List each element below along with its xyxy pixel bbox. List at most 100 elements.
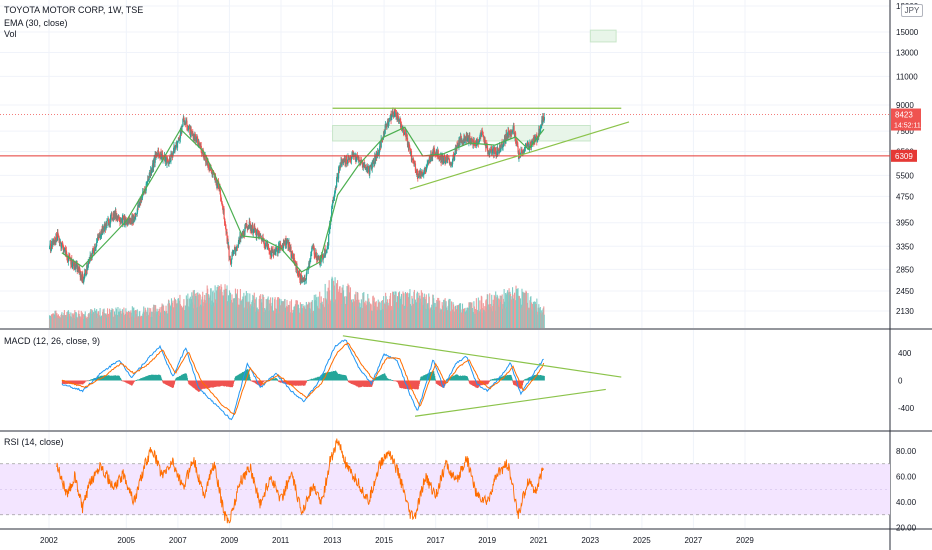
rsi-line: [56, 438, 544, 524]
candle-body: [172, 150, 175, 154]
candle-body: [84, 272, 86, 278]
candle-body: [123, 217, 126, 225]
candle-body: [230, 259, 233, 264]
candle-body: [285, 243, 288, 245]
candle-body: [485, 143, 487, 149]
candle-body: [272, 249, 274, 253]
candle-body: [497, 147, 499, 156]
candle-body: [306, 269, 308, 275]
candle-body: [452, 159, 454, 165]
macd-legend[interactable]: MACD (12, 26, close, 9): [4, 336, 101, 346]
volume-bar: [99, 308, 101, 328]
candle-body: [49, 243, 52, 252]
price-tick-label: 2450: [896, 287, 914, 296]
candle-body: [513, 125, 515, 134]
macd-histogram-bar: [373, 380, 375, 381]
currency-badge[interactable]: JPY: [901, 4, 923, 17]
candle-body: [221, 201, 223, 205]
rsi-legend[interactable]: RSI (14, close): [4, 437, 64, 447]
time-tick-label: 2015: [375, 536, 393, 545]
candle-body: [378, 151, 380, 156]
candle-body: [93, 250, 95, 253]
time-tick-label: 2021: [530, 536, 548, 545]
macd-histogram-bar: [305, 380, 307, 383]
candle-body: [371, 162, 373, 169]
macd-histogram-bar: [418, 380, 420, 384]
candle-body: [263, 239, 265, 246]
macd-histogram-bar: [419, 380, 421, 382]
candle-body: [121, 217, 124, 224]
candle-body: [248, 221, 250, 228]
candle-body: [305, 274, 307, 280]
ema-line: [61, 126, 545, 273]
candle-body: [85, 270, 87, 275]
candle-body: [517, 146, 519, 153]
candle-body: [423, 171, 425, 175]
macd-histogram-bar: [434, 378, 436, 381]
candle-body: [246, 224, 248, 227]
candle-body: [186, 120, 188, 128]
candle-body: [83, 277, 85, 280]
candle-body: [260, 235, 262, 239]
price-tick-label: 7500: [896, 127, 914, 136]
candle-body: [192, 131, 194, 134]
candle-body: [72, 262, 74, 267]
candle-body: [261, 238, 263, 241]
candle-body: [384, 133, 386, 135]
macd-histogram-bar: [161, 378, 163, 381]
candle-body: [189, 125, 191, 135]
candle-body: [331, 208, 333, 218]
macd-histogram-bar: [161, 379, 163, 381]
macd-line: [61, 339, 544, 421]
volume-bar: [527, 292, 529, 328]
volume-legend[interactable]: Vol: [4, 29, 17, 39]
candle-body: [268, 246, 270, 251]
macd-upper-trendline[interactable]: [342, 335, 622, 378]
rectangle-zone[interactable]: [589, 29, 617, 43]
candle-body: [404, 129, 407, 135]
price-tick-label: 15000: [896, 28, 919, 37]
macd-histogram-bar: [120, 379, 122, 381]
candle-body: [290, 246, 292, 256]
candle-body: [420, 171, 422, 175]
macd-histogram-bar: [249, 376, 251, 381]
candle-body: [425, 168, 427, 172]
candle-body: [492, 148, 494, 153]
volume-bar: [392, 291, 394, 328]
symbol-title: TOYOTA MOTOR CORP, 1W, TSE: [4, 5, 144, 15]
candle-body: [336, 178, 338, 188]
candle-body: [207, 161, 209, 167]
candle-body: [315, 251, 317, 258]
ema-legend[interactable]: EMA (30, close): [4, 18, 68, 28]
macd-histogram-bar: [390, 379, 392, 381]
candle-body: [237, 242, 240, 247]
support-trendline[interactable]: [409, 121, 630, 190]
macd-tick-label: 0: [898, 377, 903, 386]
time-tick-label: 2013: [324, 536, 342, 545]
candle-body: [368, 166, 370, 173]
bar-countdown: 14:52:11: [894, 123, 921, 130]
candle-body: [106, 220, 108, 226]
candle-body: [77, 266, 79, 272]
candle-body: [141, 196, 143, 200]
price-tick-label: 4750: [896, 192, 914, 201]
candle-body: [380, 139, 382, 148]
candle-body: [444, 156, 446, 161]
candle-body: [87, 267, 89, 271]
candle-body: [500, 144, 502, 150]
macd-histogram-bar: [489, 380, 491, 381]
candle-body: [543, 117, 545, 121]
candle-body: [96, 242, 98, 247]
macd-histogram-bar: [249, 379, 251, 381]
macd-histogram-bar: [488, 380, 490, 382]
candle-body: [107, 219, 110, 226]
candle-body: [176, 142, 179, 148]
candle-body: [223, 208, 225, 220]
macd-histogram-bar: [173, 380, 176, 384]
candle-body: [291, 251, 294, 257]
macd-lower-trendline[interactable]: [414, 388, 606, 417]
candle-body: [414, 163, 417, 171]
candle-body: [518, 152, 521, 156]
candle-body: [327, 243, 329, 249]
